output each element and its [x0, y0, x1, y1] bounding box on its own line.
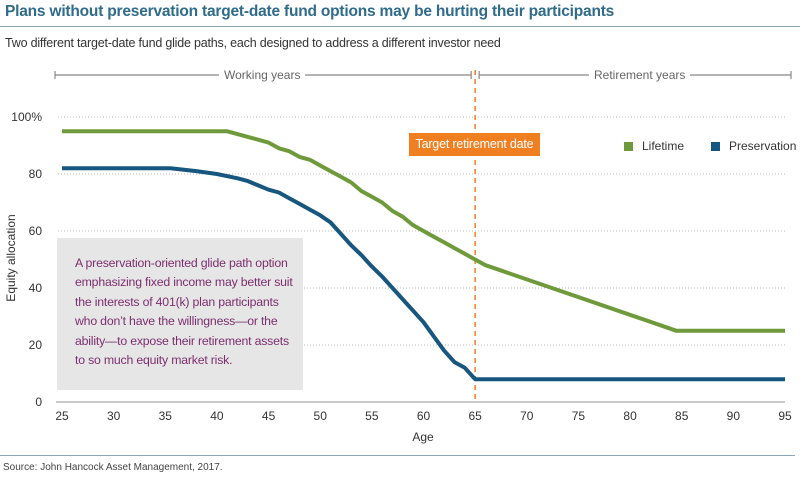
y-axis-label: Equity allocation [4, 214, 18, 301]
legend-label-preservation: Preservation [729, 139, 797, 153]
source-note: Source: John Hancock Asset Management, 2… [3, 462, 223, 473]
y-tick-label: 100% [11, 110, 42, 124]
working-years-label: Working years [219, 68, 306, 82]
lifetime-swatch [624, 141, 633, 151]
x-tick-label: 75 [572, 409, 586, 423]
y-tick-label: 20 [29, 338, 43, 352]
callout-line: emphasizing fixed income may better suit [75, 275, 293, 290]
x-tick-label: 50 [314, 409, 328, 423]
x-tick-label: 30 [107, 409, 121, 423]
x-tick-label: 85 [675, 409, 689, 423]
footer-divider [0, 455, 795, 456]
legend-item-lifetime: Lifetime [624, 139, 684, 153]
title-divider [0, 26, 800, 27]
x-tick-label: 70 [520, 409, 534, 423]
y-tick-label: 80 [29, 167, 43, 181]
x-tick-label: 65 [468, 409, 482, 423]
x-tick-label: 80 [623, 409, 637, 423]
callout-line: to so much equity market risk. [75, 353, 233, 368]
callout-line: ability—to expose their retirement asset… [75, 333, 289, 348]
y-tick-label: 0 [35, 395, 42, 409]
preservation-swatch [711, 141, 720, 151]
series-layer [62, 129, 785, 382]
legend-item-preservation: Preservation [711, 139, 796, 153]
y-tick-label: 60 [29, 224, 43, 238]
x-tick-label: 60 [417, 409, 431, 423]
y-tick-label: 40 [29, 281, 43, 295]
chart-title: Plans without preservation target-date f… [5, 3, 615, 20]
x-axis: 25 30 35 40 45 50 55 60 65 70 75 80 85 90 95 [55, 401, 792, 423]
target-retirement-badge: Target retirement date [409, 133, 540, 156]
x-tick-label: 40 [210, 409, 224, 423]
callout-line: who don’t have the willingness—or the [75, 314, 278, 329]
x-tick-label: 90 [727, 409, 741, 423]
x-axis-label: Age [412, 430, 434, 444]
retirement-years-label: Retirement years [589, 68, 691, 82]
chart-subtitle: Two different target-date fund glide pat… [5, 36, 501, 50]
x-tick-label: 95 [778, 409, 792, 423]
legend-label-lifetime: Lifetime [642, 139, 685, 153]
callout-line: A preservation-oriented glide path optio… [75, 256, 288, 270]
series-line-lifetime [62, 129, 785, 333]
callout-box: A preservation-oriented glide path optio… [57, 238, 303, 390]
series-line-preservation [62, 166, 785, 382]
x-tick-label: 55 [365, 409, 379, 423]
x-tick-label: 45 [262, 409, 276, 423]
x-tick-label: 25 [55, 409, 69, 423]
x-tick-label: 35 [159, 409, 173, 423]
y-axis: 0 20 40 60 80 100% [11, 110, 42, 409]
callout-line: the interests of 401(k) plan participant… [75, 294, 279, 309]
